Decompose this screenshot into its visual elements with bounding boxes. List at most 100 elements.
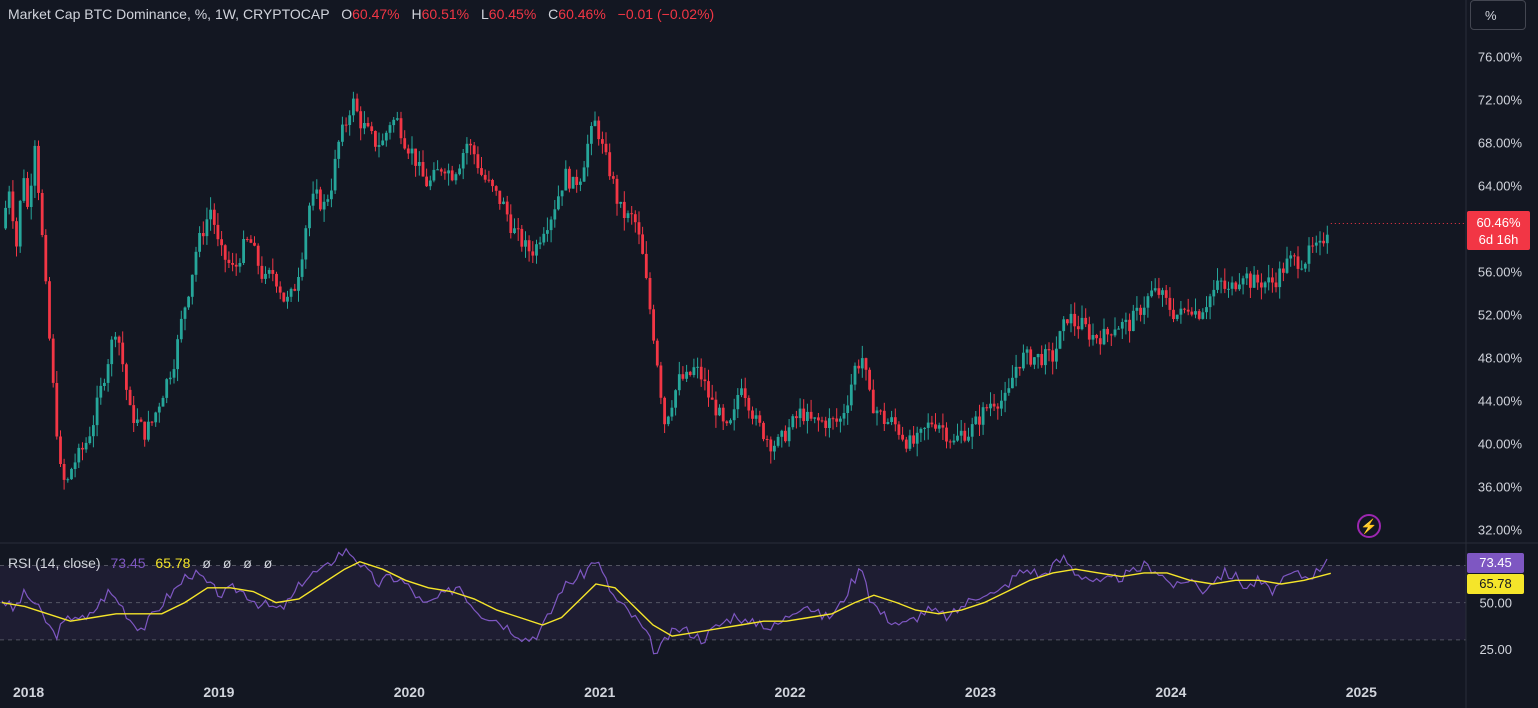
candle-body (439, 169, 443, 172)
candle-body (73, 462, 77, 469)
candle-body (890, 417, 893, 422)
candle-body (542, 233, 546, 243)
candle-body (66, 479, 70, 481)
price-tick-label: 36.00% (1478, 479, 1523, 494)
rsi-title[interactable]: RSI (14, close) (8, 555, 101, 571)
symbol-legend: Market Cap BTC Dominance, %, 1W, CRYPTOC… (8, 6, 714, 22)
candle-body (26, 178, 29, 207)
candle-body (871, 389, 875, 414)
candle-body (1267, 277, 1271, 283)
candle-body (154, 412, 158, 423)
candle-body (99, 385, 103, 398)
candle-body (1142, 307, 1146, 315)
symbol-title[interactable]: Market Cap BTC Dominance, %, 1W, CRYPTOC… (8, 6, 330, 22)
candle-body (703, 379, 707, 382)
candle-body (527, 240, 531, 252)
lightning-icon[interactable]: ⚡ (1357, 514, 1381, 538)
candle-body (333, 158, 337, 191)
percent-scale-button[interactable]: % (1470, 0, 1526, 30)
candle-body (300, 259, 304, 277)
price-tick-label: 72.00% (1478, 93, 1523, 108)
candle-body (238, 263, 242, 267)
candle-body (901, 434, 904, 440)
candle-body (641, 234, 644, 254)
rsi-ma-tag: 65.78 (1467, 574, 1524, 594)
candle-body (465, 143, 469, 154)
candle-body (176, 339, 179, 370)
candle-body (1044, 349, 1047, 366)
candle-body (930, 422, 934, 425)
candle-body (666, 416, 670, 425)
candle-body (765, 439, 769, 440)
candle-body (509, 214, 513, 233)
candle-body (1201, 312, 1205, 319)
candle-body (242, 239, 245, 263)
candle-body (707, 381, 710, 398)
candle-body (1014, 366, 1018, 378)
candle-body (597, 120, 601, 140)
candle-body (190, 274, 194, 297)
candle-body (1036, 354, 1040, 358)
candle-body (125, 364, 128, 390)
candle-body (11, 191, 15, 222)
price-axis[interactable]: 76.00%72.00%68.00%64.00%60.00%56.00%52.0… (1478, 50, 1523, 538)
candle-body (857, 365, 861, 369)
candle-body (326, 199, 330, 202)
candle-body (1018, 366, 1022, 369)
candle-body (1157, 288, 1161, 295)
candle-body (736, 395, 740, 410)
candle-body (1150, 290, 1153, 297)
candle-body (1318, 240, 1322, 243)
candle-body (1091, 335, 1095, 340)
time-axis[interactable]: 2018 2019 2020 2021 2022 2023 2024 2025 (13, 684, 1377, 700)
candle-body (319, 189, 322, 210)
candle-body (1307, 245, 1311, 264)
candle-body (1120, 322, 1124, 329)
candle-body (535, 244, 538, 256)
candle-body (564, 168, 568, 191)
rsi-legend: RSI (14, close) 73.45 65.78 ø ø ø ø (8, 555, 272, 571)
candle-body (348, 115, 352, 125)
candle-body (820, 420, 824, 422)
candle-body (436, 169, 439, 171)
candle-body (828, 418, 831, 428)
candle-body (882, 410, 886, 424)
time-tick-label: 2022 (775, 684, 806, 700)
candle-body (769, 439, 773, 452)
candle-body (187, 296, 190, 308)
candle-body (1051, 350, 1055, 362)
candle-body (359, 111, 363, 129)
candle-body (1227, 288, 1230, 290)
candle-body (1076, 326, 1080, 330)
candle-body (948, 441, 952, 443)
candle-body (410, 148, 414, 154)
candle-body (813, 417, 817, 419)
candle-body (264, 273, 267, 279)
candle-body (868, 369, 871, 390)
candle-body (1172, 309, 1175, 319)
candle-body (1293, 255, 1296, 257)
candle-body (1102, 328, 1106, 345)
rsi-na-2: ø (222, 555, 232, 571)
candle-body (1011, 377, 1014, 389)
candle-body (22, 178, 26, 201)
last-price-value: 60.46% (1476, 215, 1521, 230)
candle-body (967, 436, 970, 441)
candle-body (1139, 307, 1142, 315)
candle-body (688, 371, 692, 375)
candle-body (941, 425, 945, 428)
time-tick-label: 2018 (13, 684, 44, 700)
candle-body (249, 239, 253, 243)
candle-body (952, 440, 956, 443)
candle-body (992, 403, 996, 407)
candle-body (725, 421, 729, 424)
rsi-ma-value: 65.78 (155, 555, 191, 571)
candle-body (136, 419, 139, 423)
candle-body (860, 358, 864, 369)
candle-body (630, 213, 634, 215)
rsi-tick-label: 25.00 (1479, 642, 1512, 657)
candle-body (1007, 388, 1011, 393)
candle-body (363, 123, 366, 129)
candle-body (644, 253, 648, 278)
